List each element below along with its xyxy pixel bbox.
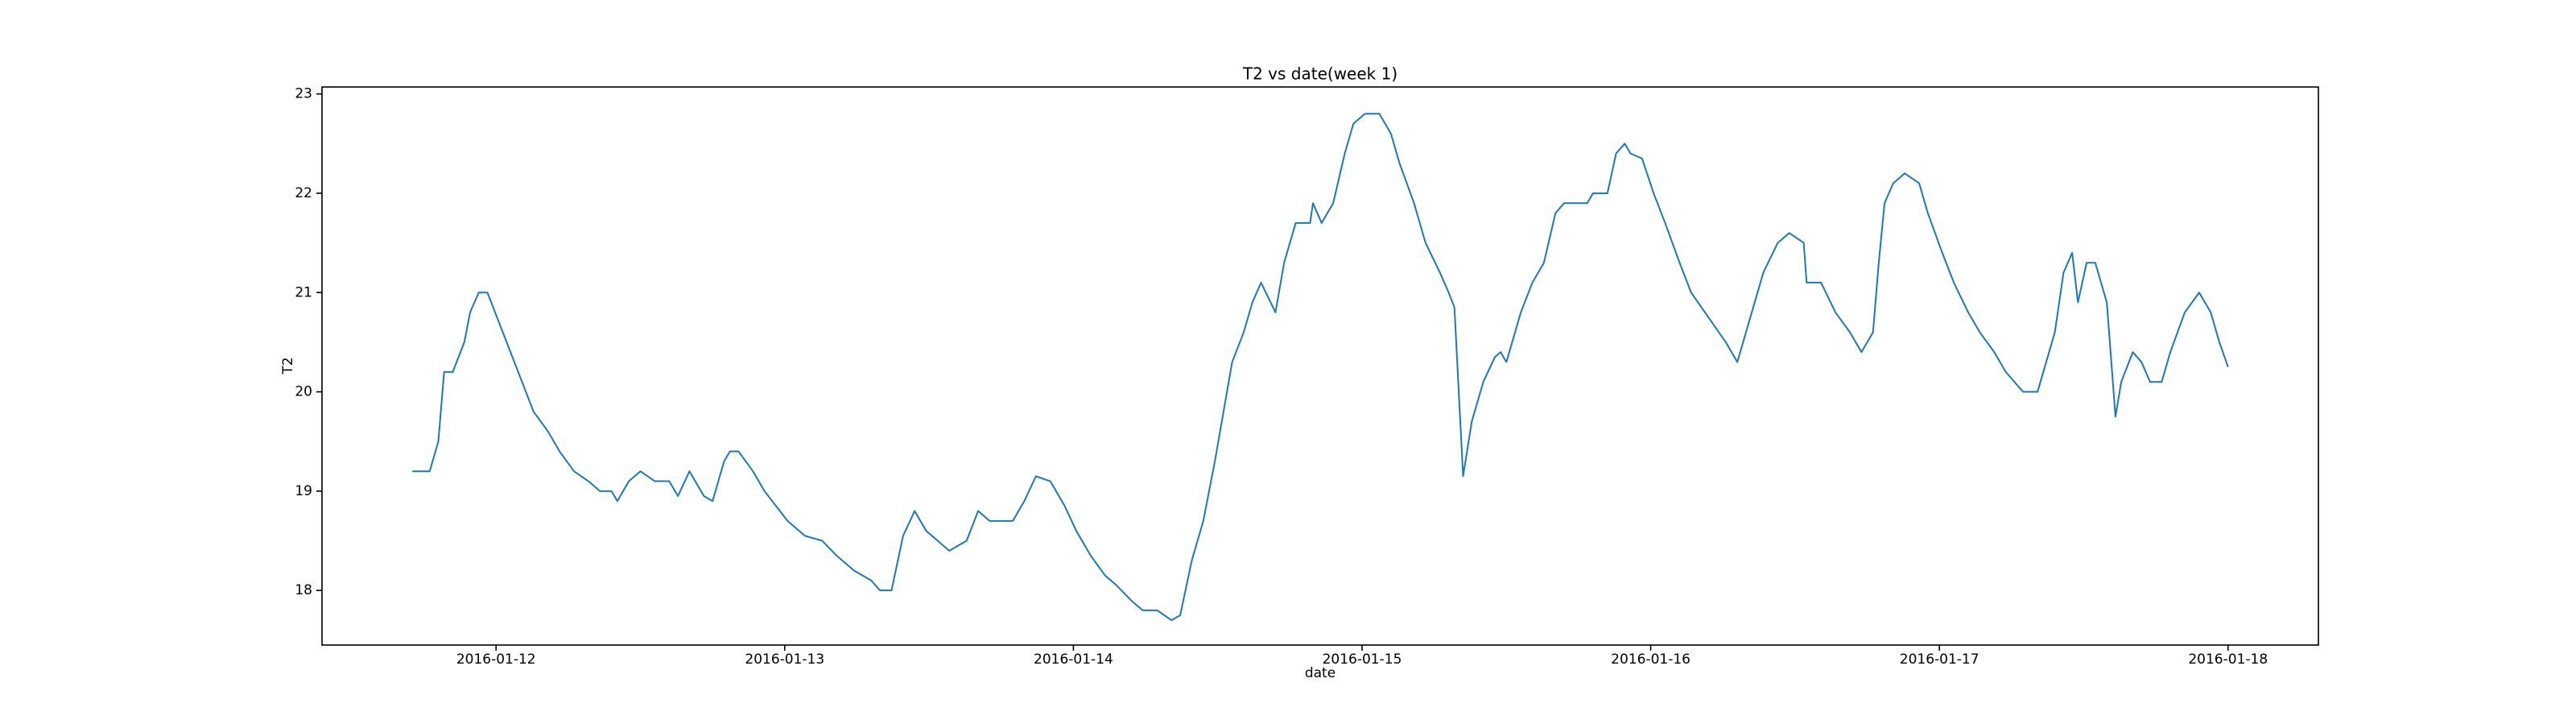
x-tick-label: 2016-01-17 <box>1900 651 1979 668</box>
y-tick-label: 22 <box>295 185 312 201</box>
y-tick-label: 23 <box>295 86 312 102</box>
x-tick-label: 2016-01-13 <box>745 651 824 668</box>
y-tick-label: 20 <box>295 384 312 400</box>
y-axis-label: T2 <box>280 357 296 374</box>
x-axis-label: date <box>1305 665 1335 681</box>
y-tick-label: 19 <box>295 483 312 499</box>
x-tick-label: 2016-01-15 <box>1323 651 1402 668</box>
data-line <box>412 113 2229 622</box>
x-tick-label: 2016-01-14 <box>1034 651 1113 668</box>
y-tick-label: 21 <box>295 284 312 300</box>
x-tick-label: 2016-01-16 <box>1611 651 1690 668</box>
chart-title: T2 vs date(week 1) <box>1242 64 1397 84</box>
x-tick-label: 2016-01-12 <box>456 651 536 668</box>
y-tick-label: 18 <box>295 582 312 598</box>
plot-frame <box>321 86 2319 646</box>
x-tick-label: 2016-01-18 <box>2188 651 2268 668</box>
